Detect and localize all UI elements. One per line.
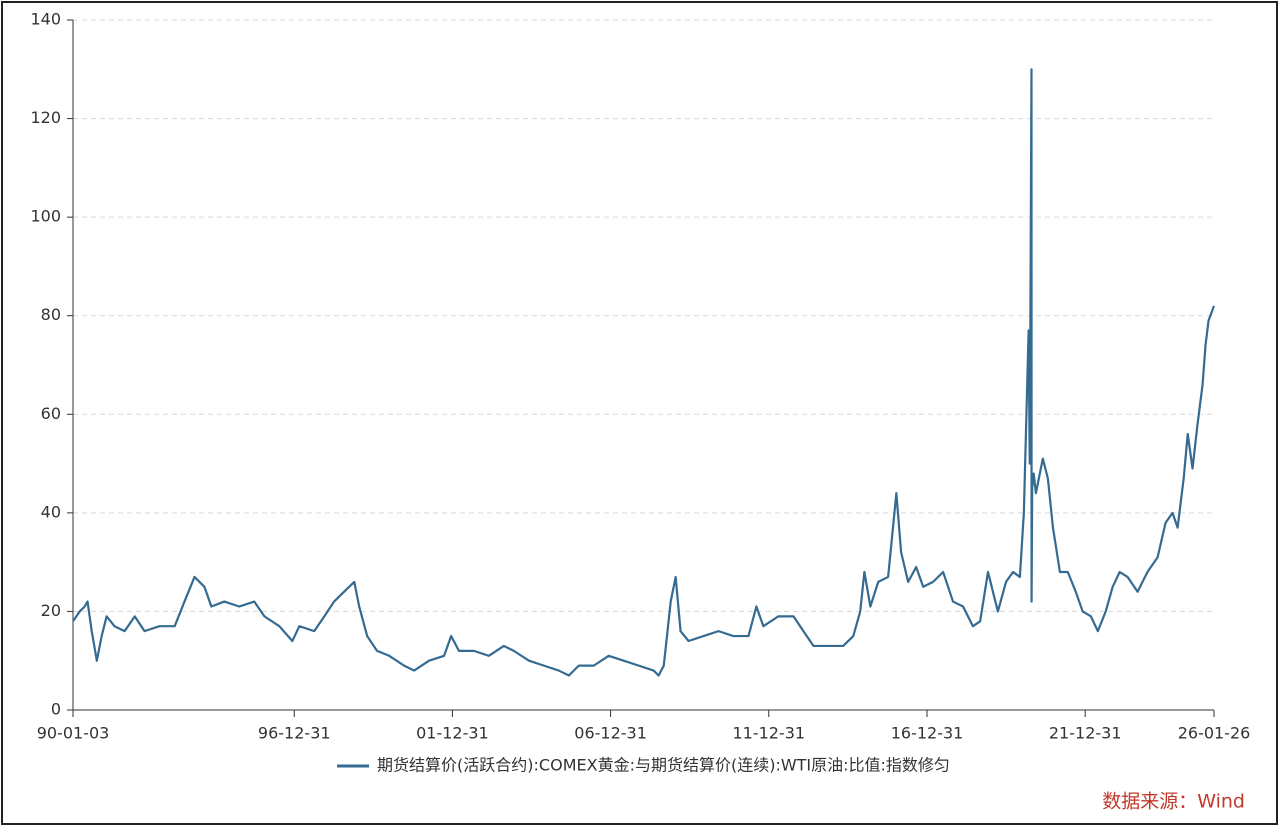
x-tick-label: 21-12-31 [1049, 724, 1122, 743]
x-tick-label: 06-12-31 [574, 724, 647, 743]
y-tick-label: 100 [30, 207, 61, 226]
y-tick-label: 80 [41, 305, 61, 324]
x-tick-label: 16-12-31 [891, 724, 964, 743]
legend-label: 期货结算价(活跃合约):COMEX黄金:与期货结算价(连续):WTI原油:比值:… [377, 756, 950, 775]
x-tick-label: 96-12-31 [258, 724, 331, 743]
y-tick-label: 20 [41, 601, 61, 620]
y-tick-label: 140 [30, 10, 61, 29]
y-tick-label: 120 [30, 108, 61, 127]
x-tick-label: 26-01-26 [1178, 724, 1251, 743]
y-tick-label: 60 [41, 404, 61, 423]
y-tick-label: 0 [51, 700, 61, 719]
series-line [72, 68, 1216, 677]
x-tick-label: 11-12-31 [732, 724, 805, 743]
y-tick-label: 40 [41, 502, 61, 521]
source-note: 数据来源：Wind [1102, 791, 1245, 813]
x-tick-label: 90-01-03 [37, 724, 110, 743]
x-tick-label: 01-12-31 [416, 724, 489, 743]
